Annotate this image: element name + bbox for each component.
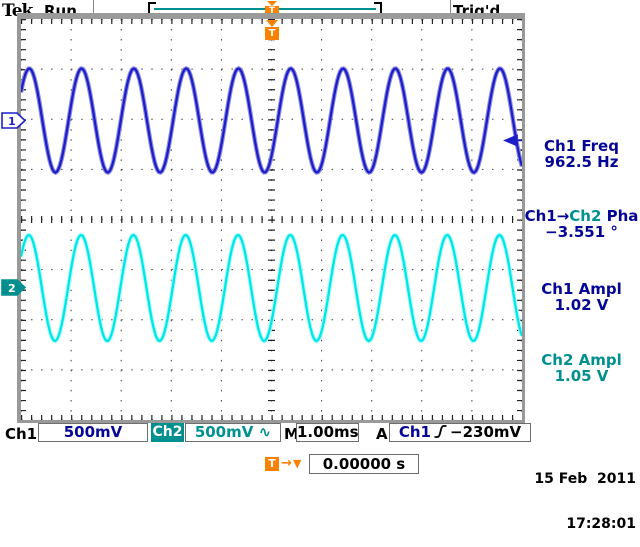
horizontal-position-box[interactable]: 0.00000 s [309, 454, 419, 474]
trigger-position-bar-triangle-icon[interactable] [267, 1, 277, 6]
ch2-scale-box[interactable]: 500mV ∿ [185, 423, 281, 442]
trigger-level-arrow-icon[interactable] [503, 134, 522, 147]
readout-label: Ch1→Ch2 Pha [524, 207, 639, 225]
rising-edge-icon [434, 424, 447, 443]
trigger-position-marker-icon[interactable]: T [265, 27, 279, 40]
readout-value: 1.05 V [554, 367, 609, 385]
channel2-waveform [21, 233, 522, 343]
channel1-marker-label: 1 [8, 115, 16, 128]
readout-phase: Ch1→Ch2 Pha −3.551 ° [523, 208, 640, 240]
header-divider [450, 0, 451, 19]
trigger-position-triangle-icon[interactable] [266, 20, 278, 27]
channel1-marker[interactable]: 1 [1, 112, 27, 129]
channel2-marker[interactable]: 2 [1, 279, 27, 296]
down-triangle-icon: ▼ [293, 457, 302, 470]
channel2-marker-label: 2 [8, 282, 16, 295]
trigger-time-icon: T [265, 457, 279, 471]
trigger-position-bar-icon[interactable]: T [265, 6, 279, 17]
ac-coupling-icon: ∿ [258, 423, 272, 441]
graticule [17, 13, 525, 423]
trigger-settings-box[interactable]: Ch1 −230mV [389, 423, 531, 442]
readout-value: −3.551 ° [545, 223, 618, 241]
timebase-box[interactable]: 1.00ms [296, 423, 359, 442]
readout-ch1-ampl: Ch1 Ampl 1.02 V [523, 281, 640, 313]
timebase-prefix: M [284, 425, 299, 443]
readout-ch2-ampl: Ch2 Ampl 1.05 V [523, 352, 640, 384]
ch2-label-tag[interactable]: Ch2 [151, 423, 184, 442]
readout-ch1-freq: Ch1 Freq 962.5 Hz [523, 138, 640, 170]
channel1-waveform [21, 67, 522, 174]
ch1-scale-box[interactable]: 500mV [38, 423, 148, 442]
date-time: 15 Feb 2011 17:28:01 [500, 442, 640, 547]
readout-label: Ch2 Ampl [541, 351, 622, 369]
readout-label: Ch1 Freq [544, 137, 619, 155]
readout-label: Ch1 Ampl [541, 280, 622, 298]
time: 17:28:01 [566, 516, 636, 532]
ch1-label: Ch1 [5, 425, 38, 443]
trigger-prefix: A [376, 425, 388, 443]
waveform-display [21, 19, 522, 420]
header-divider [93, 0, 94, 19]
arrow-right-icon: → [281, 456, 292, 471]
readout-value: 1.02 V [554, 296, 609, 314]
readout-value: 962.5 Hz [544, 153, 619, 171]
